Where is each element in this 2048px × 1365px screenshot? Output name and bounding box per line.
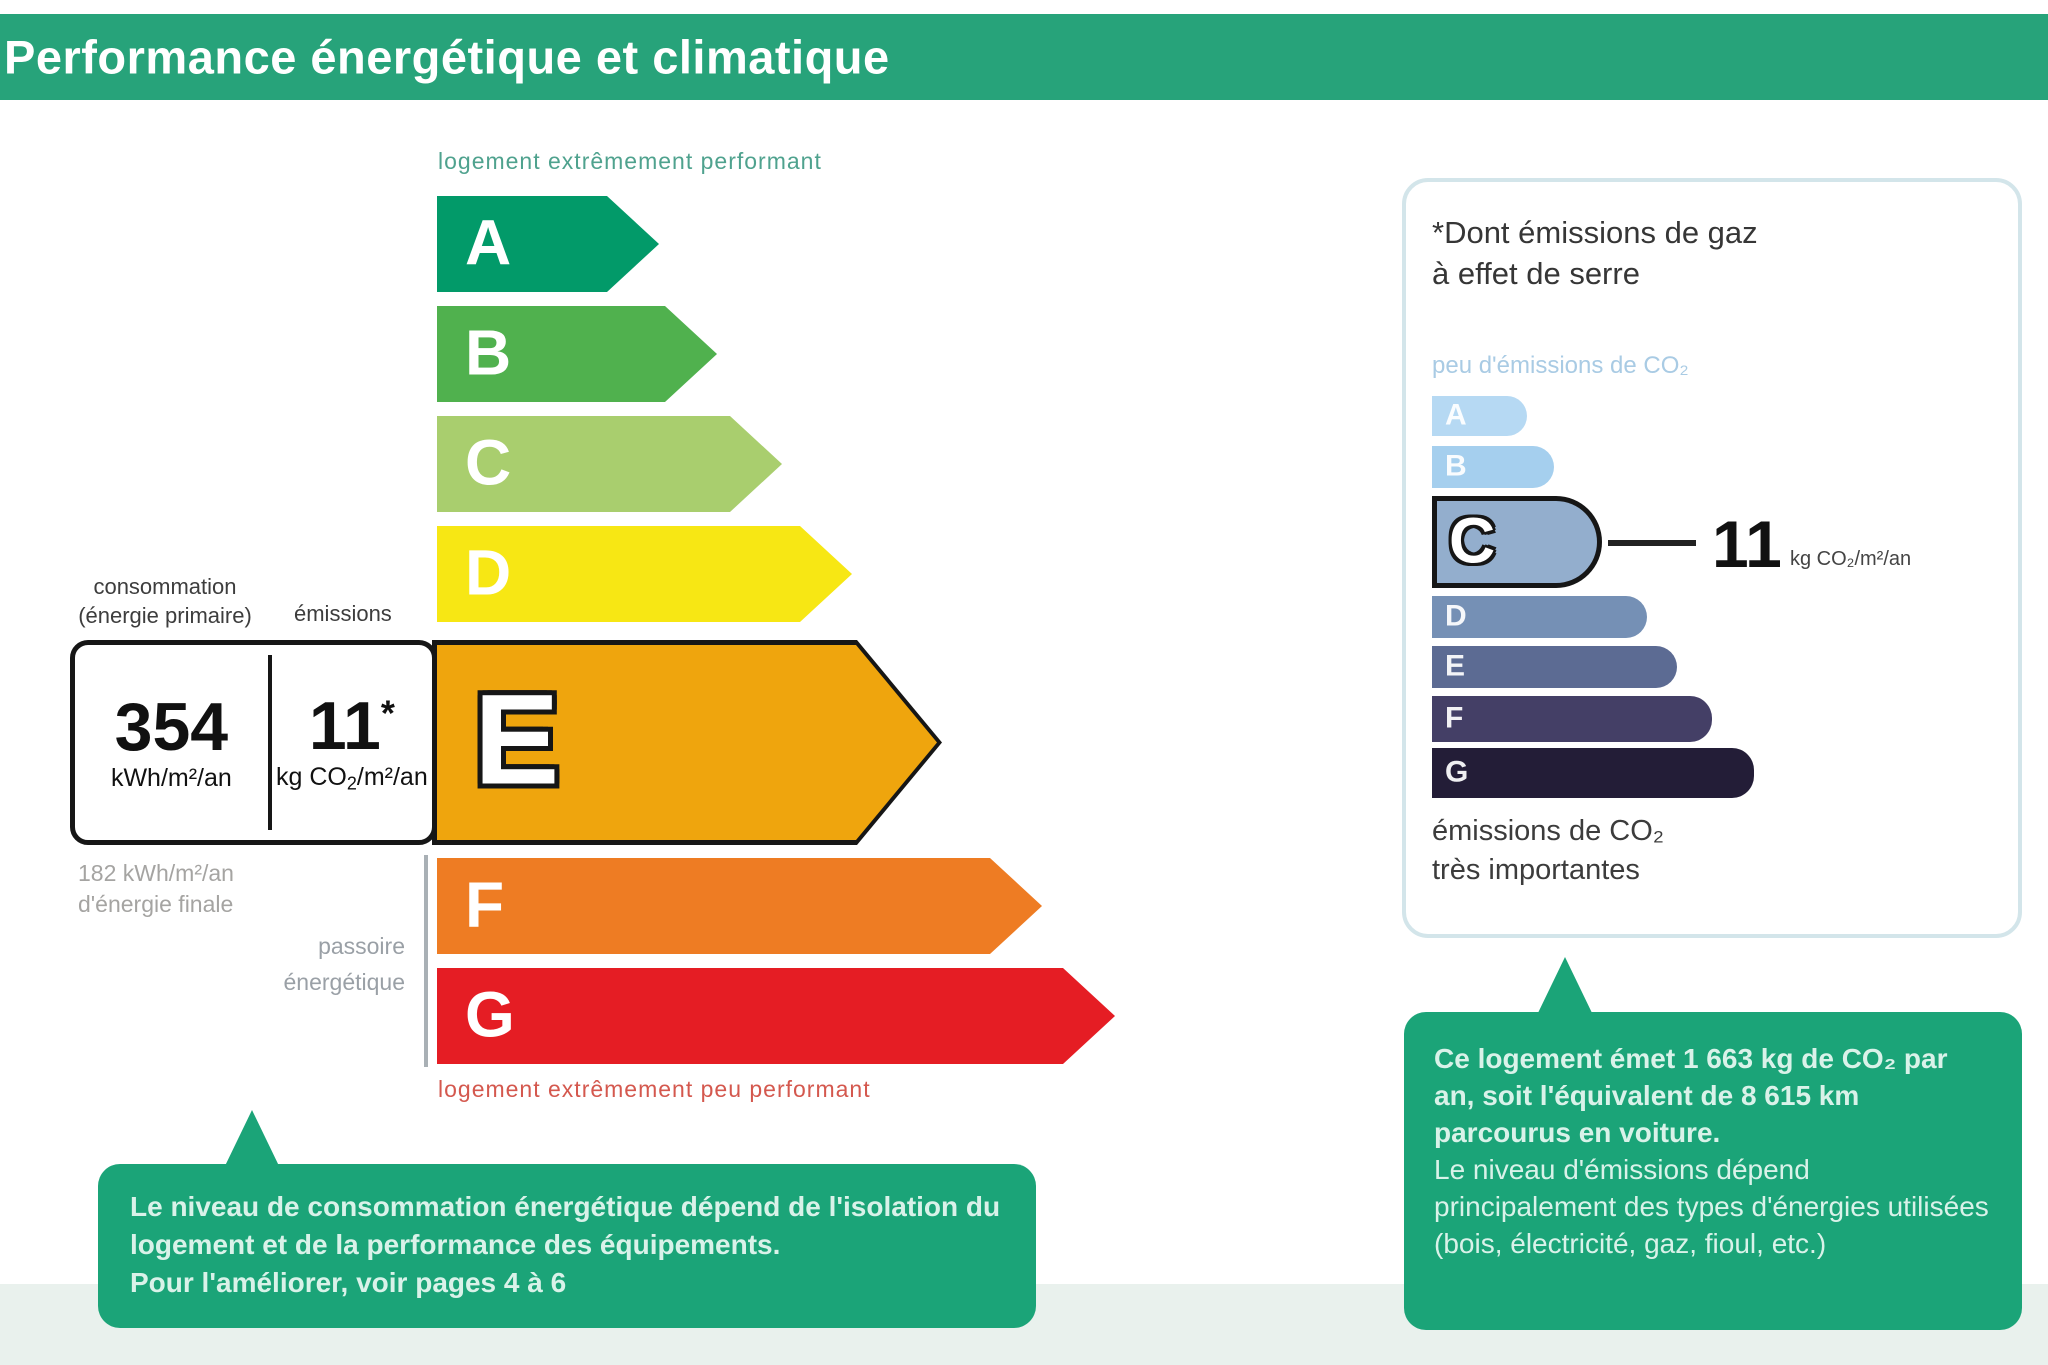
consumption-value-cell: 354 kWh/m²/an — [75, 645, 268, 840]
co2-class-letter-f: F — [1445, 701, 1464, 735]
energy-class-letter-b: B — [465, 316, 512, 389]
co2-class-bar-f: F — [1432, 696, 1712, 742]
dpe-value-box: 354 kWh/m²/an 11* kg CO2/m²/an — [70, 640, 437, 845]
energy-scale-bottom-label: logement extrêmement peu performant — [438, 1076, 871, 1102]
consumption-column-label: consommation (énergie primaire) — [58, 572, 272, 630]
co2-value-connector-line — [1608, 540, 1696, 546]
final-energy-line2: d'énergie finale — [78, 891, 234, 917]
right-bubble-pointer — [1537, 957, 1593, 1015]
consumption-value: 354 — [114, 689, 229, 765]
final-energy-note: 182 kWh/m²/an d'énergie finale — [78, 858, 234, 920]
value-box-divider — [267, 655, 272, 830]
co2-scale-top-label: peu d'émissions de CO₂ — [1432, 352, 1689, 379]
emissions-note-normal-text: Le niveau d'émissions dépend principalem… — [1434, 1154, 1989, 1259]
co2-class-bar-e: E — [1432, 646, 1677, 688]
co2-panel-title-line2: à effet de serre — [1432, 256, 1640, 291]
co2-class-bar-a: A — [1432, 396, 1527, 436]
energy-class-bar-e-highlighted: E — [432, 640, 942, 845]
co2-scale-bottom-label: émissions de CO₂ très importantes — [1432, 812, 1664, 890]
co2-panel-title-line1: *Dont émissions de gaz — [1432, 215, 1758, 250]
emissions-unit: kg CO2/m²/an — [276, 762, 428, 794]
arrow-fill — [437, 645, 937, 840]
co2-class-letter-b: B — [1445, 449, 1467, 483]
co2-bottom-label-line1: émissions de CO₂ — [1432, 815, 1665, 847]
page-title: Performance énergétique et climatique — [4, 30, 890, 84]
header-banner: Performance énergétique et climatique — [0, 14, 2048, 100]
energy-class-bar-a: A — [437, 196, 659, 292]
co2-class-letter-c: C — [1449, 504, 1496, 577]
emissions-value: 11* — [308, 687, 395, 764]
energy-class-letter-d: D — [465, 536, 512, 609]
energy-class-letter-a: A — [465, 206, 512, 279]
co2-class-bar-g: G — [1432, 748, 1754, 798]
left-bubble-pointer — [224, 1110, 280, 1168]
energy-sieve-bracket-line — [424, 855, 428, 1067]
consumption-note-bubble: Le niveau de consommation énergétique dé… — [98, 1164, 1036, 1328]
co2-class-bar-c-highlighted: C — [1432, 496, 1602, 588]
energy-scale-top-label: logement extrêmement performant — [438, 148, 822, 174]
energy-class-bar-b: B — [437, 306, 717, 402]
co2-class-letter-a: A — [1445, 398, 1467, 432]
co2-class-bar-d: D — [1432, 596, 1647, 638]
consumption-label-line2: (énergie primaire) — [78, 603, 252, 628]
co2-class-letter-g: G — [1445, 755, 1469, 789]
energy-class-letter-e: E — [474, 668, 560, 812]
emissions-note-bold-text: Ce logement émet 1 663 kg de CO₂ par an,… — [1434, 1043, 1948, 1148]
co2-panel-title: *Dont émissions de gaz à effet de serre — [1432, 212, 1758, 294]
energy-class-bar-g: G — [437, 968, 1115, 1064]
emissions-note-bubble: Ce logement émet 1 663 kg de CO₂ par an,… — [1404, 1012, 2022, 1330]
energy-sieve-label: passoire énergétique — [175, 928, 406, 1000]
consumption-note-text: Le niveau de consommation énergétique dé… — [130, 1191, 1001, 1260]
energy-class-letter-g: G — [465, 978, 515, 1051]
energy-class-bar-c: C — [437, 416, 782, 512]
pill-fill — [1437, 501, 1597, 583]
emissions-column-label: émissions — [294, 601, 392, 626]
consumption-label-line1: consommation — [93, 574, 237, 599]
co2-class-bar-b: B — [1432, 446, 1554, 488]
co2-value: 11 — [1712, 507, 1782, 581]
co2-value-unit: kg CO₂/m²/an — [1790, 548, 1912, 570]
co2-bottom-label-line2: très importantes — [1432, 854, 1640, 886]
energy-sieve-line1: passoire — [318, 933, 405, 959]
energy-sieve-line2: énergétique — [283, 969, 406, 995]
energy-class-letter-c: C — [465, 426, 512, 499]
emissions-value-cell: 11* kg CO2/m²/an — [272, 645, 432, 840]
energy-class-letter-f: F — [465, 868, 505, 941]
consumption-unit: kWh/m²/an — [110, 764, 232, 792]
consumption-note-improve-text: Pour l'améliorer, voir pages 4 à 6 — [130, 1267, 567, 1298]
co2-class-letter-e: E — [1445, 649, 1466, 683]
energy-class-bar-d: D — [437, 526, 852, 622]
energy-class-bar-f: F — [437, 858, 1042, 954]
co2-class-letter-d: D — [1445, 599, 1467, 633]
final-energy-line1: 182 kWh/m²/an — [78, 860, 234, 886]
asterisk-mark: * — [380, 692, 395, 734]
